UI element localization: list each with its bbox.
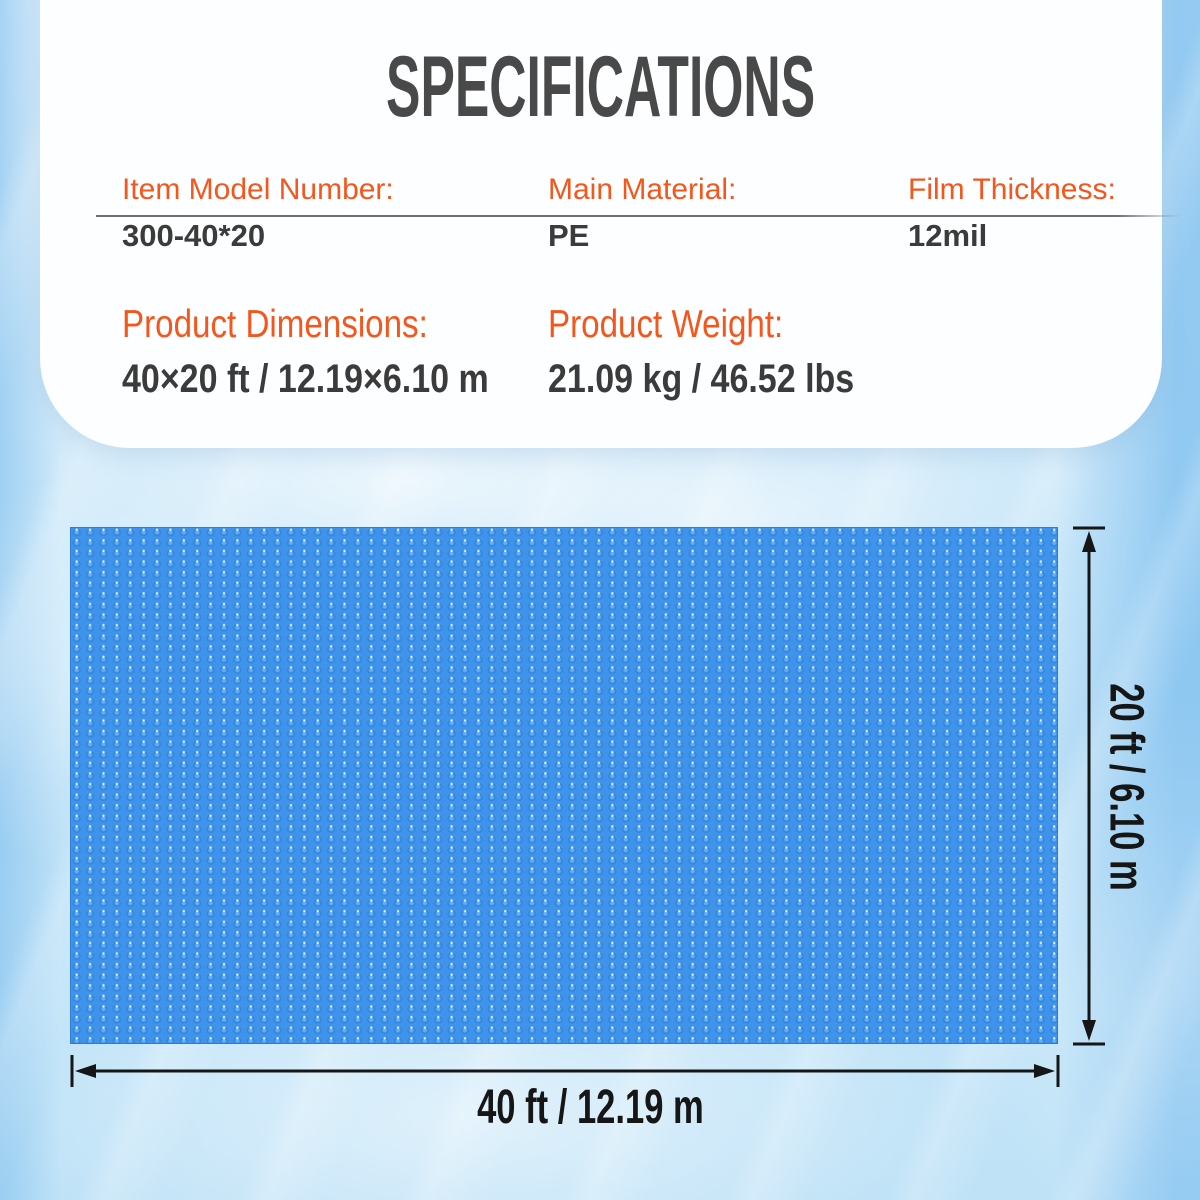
spec-value: 21.09 kg / 46.52 lbs	[548, 356, 855, 401]
page-title-text: SPECIFICATIONS	[386, 39, 816, 135]
height-arrow-icon	[1073, 526, 1105, 1046]
spec-item-model-number: Item Model Number: 300-40*20	[122, 172, 394, 254]
spec-label: Product Weight:	[548, 303, 784, 346]
width-dimension-label: 40 ft / 12.19 m	[476, 1081, 704, 1134]
width-arrow-icon	[70, 1055, 1060, 1087]
spec-value: 40×20 ft / 12.19×6.10 m	[122, 356, 489, 401]
spec-label: Item Model Number:	[122, 173, 394, 206]
spec-card: SPECIFICATIONS Item Model Number: 300-40…	[40, 0, 1182, 448]
spec-main-material: Main Material: PE	[548, 172, 736, 254]
spec-label: Product Dimensions:	[122, 303, 428, 346]
spec-product-weight: Product Weight: 21.09 kg / 46.52 lbs	[548, 302, 908, 403]
spec-film-thickness: Film Thickness: 12mil	[908, 172, 1116, 254]
spec-label: Main Material:	[548, 173, 737, 206]
spec-value: 300-40*20	[122, 218, 266, 253]
spec-value: 12mil	[908, 218, 988, 253]
spec-label: Film Thickness:	[908, 173, 1116, 206]
spec-value: PE	[548, 218, 590, 253]
height-dimension-label: 20 ft / 6.10 m	[1099, 683, 1153, 891]
page-title: SPECIFICATIONS	[40, 44, 1162, 130]
pool-cover-graphic	[70, 527, 1058, 1044]
divider-line	[96, 215, 1182, 217]
spec-product-dimensions: Product Dimensions: 40×20 ft / 12.19×6.1…	[122, 302, 553, 403]
